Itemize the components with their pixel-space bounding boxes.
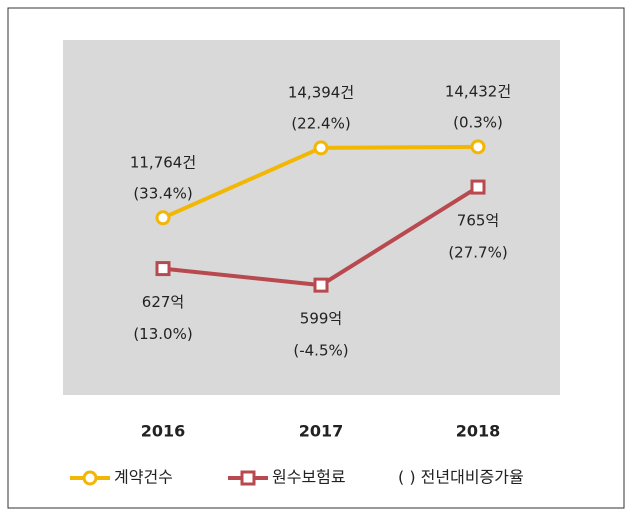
legend-label: 원수보험료 [272,468,346,487]
value-label: 627억 [142,293,184,311]
legend-note: ( ) 전년대비증가율 [398,468,524,487]
x-tick-label: 2017 [299,422,344,441]
value-label: 14,394건 [288,83,354,101]
value-label: 599억 [300,310,342,328]
value-label: 765억 [457,212,499,230]
x-tick-label: 2016 [141,422,186,441]
growth-label: (13.0%) [133,325,192,343]
point [82,470,98,486]
point [313,140,329,156]
point [313,277,329,293]
growth-label: (-4.5%) [293,342,348,360]
x-tick-label: 2018 [456,422,501,441]
growth-label: (33.4%) [133,184,192,202]
value-label: 14,432건 [445,82,511,100]
growth-label: (0.3%) [453,113,503,131]
legend-label: 계약건수 [114,468,173,487]
point [240,470,256,486]
point [155,261,171,277]
value-label: 11,764건 [130,153,196,171]
plot-area [63,40,560,395]
point [470,139,486,155]
growth-label: (22.4%) [291,114,350,132]
growth-label: (27.7%) [448,244,507,262]
point [470,179,486,195]
point [155,210,171,226]
